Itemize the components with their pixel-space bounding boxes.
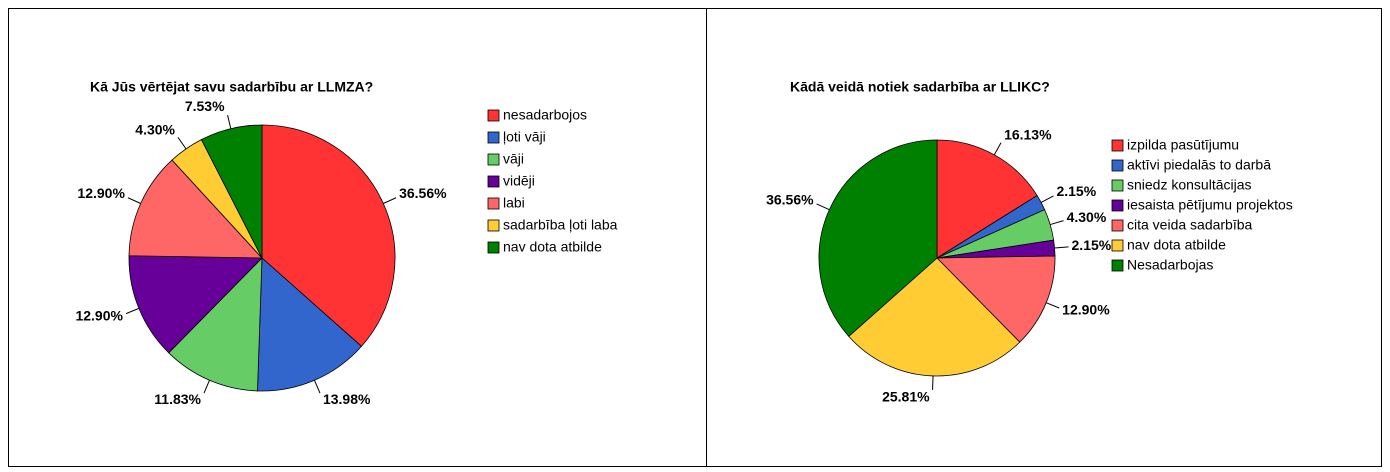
legend-swatch [1111,259,1124,272]
legend-label: nav dota atbilde [503,239,602,255]
leader-line [1040,195,1054,203]
value-label: 12.90% [75,307,123,323]
leader-line [177,137,187,150]
legend-label: aktīvi piedalās to darbā [1127,157,1271,173]
value-label: 36.56% [399,185,447,201]
legend-swatch [487,153,500,166]
legend-swatch [1111,219,1124,232]
value-label: 36.56% [766,191,814,207]
legend-swatch [487,109,500,122]
leader-line [1046,302,1060,309]
legend-label: cita veida sadarbība [1127,217,1253,233]
legend-swatch [487,197,500,210]
pie-slice [936,255,1056,343]
value-label: 4.30% [1067,209,1107,225]
value-label: 12.90% [1062,302,1110,318]
pie-slice [818,139,938,337]
leader-line [1050,220,1064,226]
pie-slice [200,124,263,259]
legend-label: sadarbība ļoti laba [503,217,618,233]
leader-line [993,142,1002,156]
legend-swatch [1111,179,1124,192]
legend-swatch [1111,159,1124,172]
leader-line [313,380,321,394]
legend-swatch [1111,199,1124,212]
leader-line [127,197,141,204]
value-label: 11.83% [154,391,201,407]
leader-line [1054,246,1069,249]
legend-label: izpilda pasūtījumu [1127,137,1239,153]
legend-swatch [1111,239,1124,252]
leader-line [203,380,210,394]
chart-title: Kā Jūs vērtējat savu sadarbību ar LLMZA? [90,79,373,95]
leader-line [125,307,140,315]
legend-label: labi [503,195,525,211]
legend-swatch [487,175,500,188]
leader-line [816,203,830,211]
legend-label: nesadarbojos [503,107,587,123]
leader-line [227,114,232,129]
legend-swatch [487,241,500,254]
legend-label: vidēji [503,173,535,189]
pie-slice [257,257,362,392]
pie-slice [261,124,396,347]
value-label: 2.15% [1056,183,1096,199]
value-label: 16.13% [1004,126,1052,142]
value-label: 4.30% [135,121,175,137]
pie-slice [936,139,1038,259]
leader-line [383,197,397,204]
value-label: 13.98% [323,391,371,407]
legend-label: Nesadarbojas [1127,257,1213,273]
pie-slice [848,257,1021,377]
legend-label: iesaista pētījumu projektos [1127,197,1293,213]
value-label: 7.53% [185,98,225,114]
value-label: 2.15% [1072,237,1112,253]
pie-slice [168,256,263,392]
legend-label: sniedz konsultācijas [1127,177,1252,193]
chart-title: Kādā veidā notiek sadarbība ar LLIKC? [790,79,1050,95]
legend-swatch [1111,139,1124,152]
legend-swatch [487,131,500,144]
value-label: 25.81% [882,389,930,405]
value-label: 12.90% [77,185,125,201]
legend-label: vāji [503,151,524,167]
legend-swatch [487,219,500,232]
legend-label: ļoti vāji [503,129,546,145]
legend-label: nav dota atbilde [1127,237,1226,253]
